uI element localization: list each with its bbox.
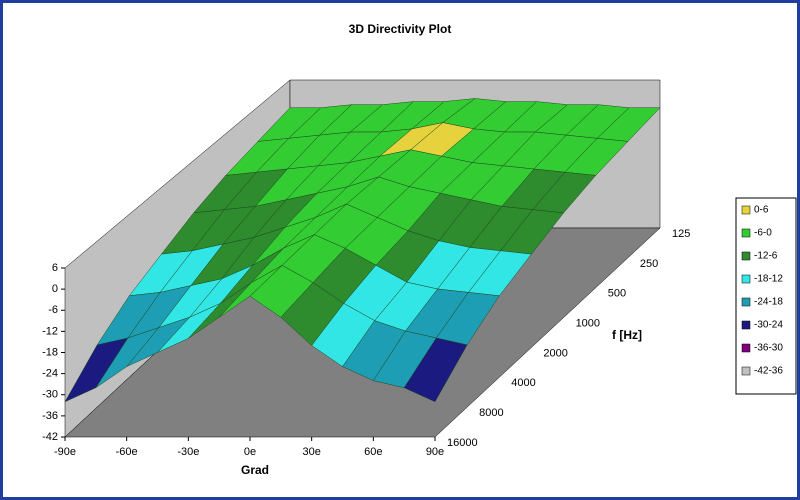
legend-swatch — [741, 205, 751, 215]
depth-tick-label: 500 — [608, 288, 626, 300]
depth-tick-label: 4000 — [511, 377, 535, 389]
legend-label: -36-30 — [754, 343, 783, 354]
depth-tick-label: 1000 — [576, 317, 600, 329]
legend-swatch — [741, 251, 751, 261]
depth-tick-label: 8000 — [479, 407, 503, 419]
legend-swatch — [741, 366, 751, 376]
z-tick-label: -12 — [42, 325, 58, 337]
legend-label: 0-6 — [754, 205, 769, 216]
z-tick-label: -36 — [42, 410, 58, 422]
chart-title: 3D Directivity Plot — [349, 22, 452, 36]
legend-label: -6-0 — [754, 228, 772, 239]
depth-axis-label: f [Hz] — [612, 328, 642, 342]
x-tick-label: 0e — [244, 446, 256, 458]
z-tick-label: -18 — [42, 346, 58, 358]
legend-swatch — [741, 320, 751, 330]
z-tick-label: -42 — [42, 431, 58, 443]
depth-tick-label: 125 — [672, 228, 690, 240]
x-tick-label: -90e — [54, 446, 76, 458]
z-tick-label: 0 — [52, 283, 58, 295]
legend-swatch — [741, 297, 751, 307]
x-tick-label: 60e — [364, 446, 382, 458]
surface-cell — [403, 337, 468, 403]
legend-swatch — [741, 343, 751, 353]
legend-label: -30-24 — [754, 320, 783, 331]
legend-label: -42-36 — [754, 366, 783, 377]
z-tick-label: -6 — [48, 304, 58, 316]
x-tick-label: 90e — [426, 446, 444, 458]
legend-swatch — [741, 228, 751, 238]
legend-swatch — [741, 274, 751, 284]
legend-label: -18-12 — [754, 274, 783, 285]
depth-tick-label: 250 — [640, 258, 658, 270]
legend-label: -12-6 — [754, 251, 778, 262]
x-axis-label: Grad — [241, 463, 269, 477]
z-tick-label: 6 — [52, 262, 58, 274]
z-tick-label: -24 — [42, 368, 58, 380]
x-tick-label: -30e — [177, 446, 199, 458]
x-tick-label: -60e — [116, 446, 138, 458]
x-tick-label: 30e — [302, 446, 320, 458]
legend-label: -24-18 — [754, 297, 783, 308]
depth-tick-label: 16000 — [447, 437, 478, 449]
z-tick-label: -30 — [42, 389, 58, 401]
depth-tick-label: 2000 — [543, 347, 567, 359]
